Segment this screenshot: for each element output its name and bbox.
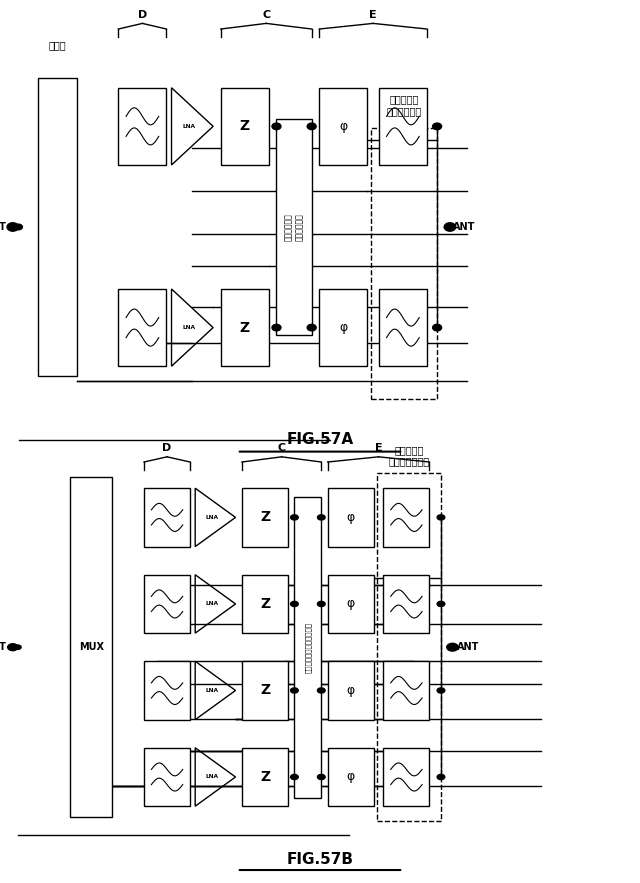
Circle shape — [291, 601, 298, 607]
Text: φ: φ — [347, 511, 355, 524]
Bar — [118, 289, 166, 366]
Bar — [144, 488, 190, 547]
Circle shape — [307, 324, 316, 331]
Text: Z: Z — [240, 119, 250, 133]
Text: LNA: LNA — [205, 688, 219, 693]
Circle shape — [437, 601, 445, 607]
Circle shape — [15, 224, 22, 230]
Circle shape — [272, 324, 281, 331]
Circle shape — [437, 688, 445, 693]
Text: LNA: LNA — [205, 774, 219, 780]
Text: φ: φ — [347, 598, 355, 610]
Bar — [328, 488, 374, 547]
Bar — [144, 748, 190, 806]
Circle shape — [317, 601, 325, 607]
Text: FIG.57A: FIG.57A — [287, 433, 353, 448]
Bar — [383, 488, 429, 547]
Text: C: C — [278, 443, 285, 453]
Bar — [276, 119, 312, 335]
Circle shape — [317, 515, 325, 520]
Text: Z: Z — [260, 510, 270, 525]
Bar — [38, 79, 77, 375]
Bar — [221, 87, 269, 165]
Circle shape — [8, 644, 18, 651]
Circle shape — [433, 123, 442, 130]
Text: FIG.57B: FIG.57B — [287, 852, 353, 867]
Bar — [383, 661, 429, 720]
Circle shape — [291, 774, 298, 780]
Bar — [242, 488, 288, 547]
Text: φ: φ — [339, 120, 348, 132]
Circle shape — [433, 324, 442, 331]
Text: Z: Z — [260, 770, 270, 784]
Bar — [242, 748, 288, 806]
Bar — [371, 127, 437, 399]
Bar — [144, 575, 190, 633]
Text: φ: φ — [347, 684, 355, 697]
Bar — [328, 575, 374, 633]
Bar — [328, 661, 374, 720]
Bar — [379, 289, 427, 366]
Text: フィルタ／
ダイプレクサ: フィルタ／ ダイプレクサ — [387, 94, 422, 116]
Circle shape — [307, 123, 316, 130]
Text: OUT: OUT — [0, 642, 6, 653]
Text: フィルタ／
マルチプレクサ: フィルタ／ マルチプレクサ — [388, 445, 429, 466]
Bar — [221, 289, 269, 366]
Circle shape — [7, 223, 19, 231]
Text: スイッチングネットワーク: スイッチングネットワーク — [305, 622, 311, 673]
Text: φ: φ — [347, 771, 355, 783]
Circle shape — [437, 774, 445, 780]
Bar — [377, 473, 441, 821]
Circle shape — [291, 688, 298, 693]
Text: Z: Z — [260, 597, 270, 611]
Bar — [383, 748, 429, 806]
Bar — [319, 289, 367, 366]
Bar — [383, 575, 429, 633]
Circle shape — [317, 774, 325, 780]
Text: LNA: LNA — [205, 601, 219, 607]
Text: Z: Z — [240, 321, 250, 335]
Text: LNA: LNA — [182, 325, 195, 330]
Text: OUT: OUT — [0, 222, 6, 232]
Text: LNA: LNA — [182, 124, 195, 129]
Text: D: D — [138, 10, 147, 19]
Text: MUX: MUX — [79, 642, 104, 653]
Bar — [319, 87, 367, 165]
Text: スイッチング
ネットワーク: スイッチング ネットワーク — [284, 213, 304, 241]
Text: φ: φ — [339, 321, 348, 334]
Text: ANT: ANT — [457, 642, 479, 653]
Bar — [379, 87, 427, 165]
Circle shape — [437, 515, 445, 520]
Bar — [144, 661, 190, 720]
Text: D: D — [163, 443, 172, 453]
Text: Z: Z — [260, 683, 270, 698]
Bar — [242, 575, 288, 633]
Circle shape — [291, 515, 298, 520]
Circle shape — [15, 645, 21, 649]
Text: 結合器: 結合器 — [49, 41, 67, 50]
Text: C: C — [262, 10, 270, 19]
Text: LNA: LNA — [205, 515, 219, 520]
Bar — [70, 478, 112, 817]
Bar — [328, 748, 374, 806]
Text: ANT: ANT — [453, 222, 476, 232]
Circle shape — [444, 223, 456, 231]
Circle shape — [317, 688, 325, 693]
Bar — [242, 661, 288, 720]
Text: E: E — [369, 10, 377, 19]
Circle shape — [447, 644, 458, 651]
Text: E: E — [375, 443, 382, 453]
Circle shape — [272, 123, 281, 130]
Bar — [118, 87, 166, 165]
Bar — [294, 497, 321, 797]
